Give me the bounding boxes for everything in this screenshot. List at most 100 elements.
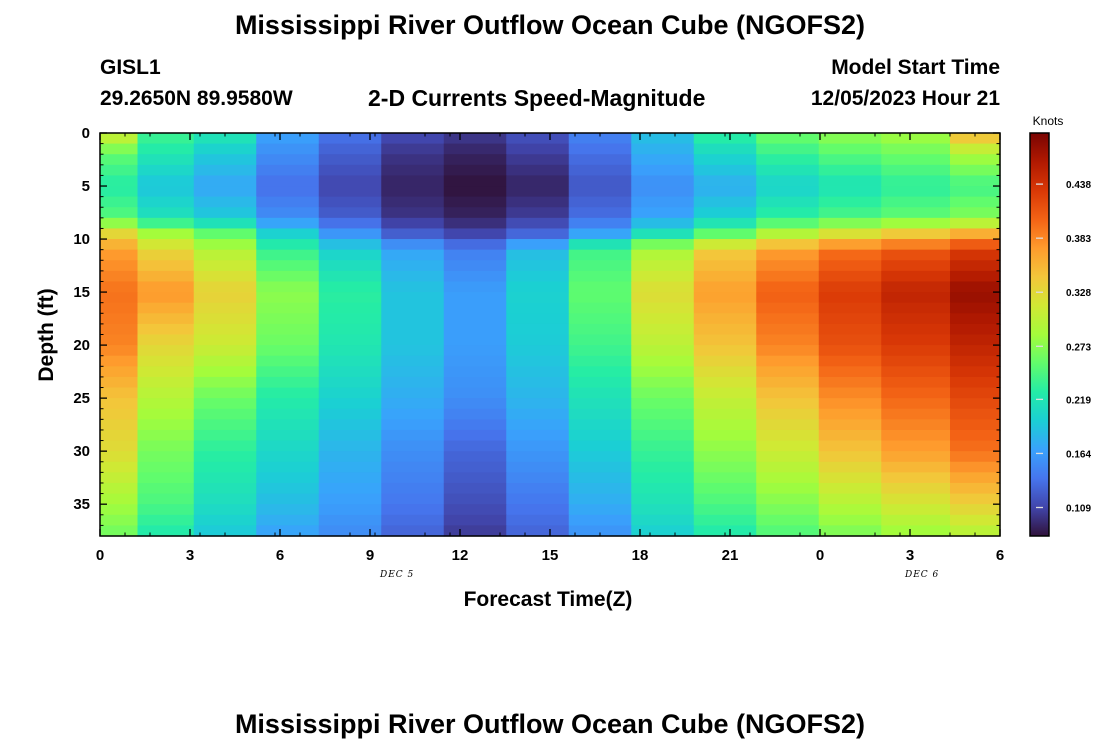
heat-cell <box>881 175 951 187</box>
heat-cell <box>881 440 951 452</box>
heat-cell <box>137 323 195 336</box>
heat-cell <box>756 313 820 325</box>
heat-cell <box>137 270 195 283</box>
heat-cell <box>568 334 632 346</box>
heat-cell <box>100 429 139 442</box>
heat-cell <box>256 429 320 442</box>
heat-cell <box>381 408 445 420</box>
heat-cell <box>193 504 257 516</box>
heat-cell <box>756 387 820 399</box>
heat-cell <box>568 493 632 505</box>
heat-cell <box>193 323 257 336</box>
heat-cell <box>881 398 951 410</box>
heat-cell <box>100 482 139 495</box>
heat-cell <box>137 292 195 304</box>
heat-cell <box>818 302 882 314</box>
heat-cell <box>881 408 951 420</box>
heat-cell <box>381 472 445 484</box>
heat-cell <box>631 514 695 526</box>
heat-cell <box>443 345 507 357</box>
heat-cell <box>137 196 195 208</box>
heat-cell <box>693 355 757 367</box>
heat-cell <box>193 260 257 272</box>
heat-cell <box>631 313 695 325</box>
heat-cell <box>950 514 1001 526</box>
heat-cell <box>256 525 320 537</box>
x-tick-label: 6 <box>276 547 284 564</box>
heat-cell <box>693 196 757 208</box>
heat-cell <box>631 525 695 537</box>
heat-cell <box>381 345 445 357</box>
heat-cell <box>881 228 951 240</box>
heat-cell <box>631 133 695 145</box>
heat-cell <box>256 143 320 155</box>
heat-cell <box>506 408 570 420</box>
heat-cell <box>256 408 320 420</box>
heat-cell <box>950 323 1001 336</box>
heat-cell <box>568 504 632 516</box>
heat-cell <box>256 345 320 357</box>
heat-cell <box>631 376 695 389</box>
heat-cell <box>193 376 257 389</box>
heat-cell <box>693 292 757 304</box>
heat-cell <box>256 196 320 208</box>
heat-cell <box>256 376 320 389</box>
heat-cell <box>193 334 257 346</box>
heat-cell <box>631 270 695 283</box>
heat-cell <box>100 525 139 537</box>
heat-cell <box>950 313 1001 325</box>
heat-cell <box>631 217 695 230</box>
heat-cell <box>881 493 951 505</box>
heat-cell <box>756 228 820 240</box>
heat-cell <box>137 472 195 484</box>
heat-cell <box>137 175 195 187</box>
heat-cell <box>100 493 139 505</box>
heat-cell <box>256 440 320 452</box>
heat-cell <box>693 207 757 219</box>
heat-cell <box>950 355 1001 367</box>
heat-cell <box>506 228 570 240</box>
heat-cell <box>137 164 195 177</box>
colorbar-tick-label: 0.109 <box>1066 503 1091 514</box>
heat-cell <box>568 228 632 240</box>
heat-cell <box>950 133 1001 145</box>
heat-cell <box>318 451 382 463</box>
heat-cell <box>193 270 257 283</box>
date-label: DEC 5 <box>380 570 415 580</box>
y-tick-label: 25 <box>73 390 90 407</box>
heat-cell <box>100 376 139 389</box>
heat-cell <box>256 366 320 378</box>
heat-cell <box>693 164 757 177</box>
x-tick-label: 21 <box>722 547 739 564</box>
heat-cell <box>818 260 882 272</box>
heat-cell <box>137 207 195 219</box>
y-axis-label: Depth (ft) <box>35 288 58 381</box>
heat-cell <box>506 334 570 346</box>
heat-cell <box>443 355 507 367</box>
heat-cell <box>756 429 820 442</box>
heat-cell <box>381 387 445 399</box>
heat-cell <box>100 207 139 219</box>
y-tick-label: 35 <box>73 496 90 513</box>
heat-cell <box>693 461 757 473</box>
heat-cell <box>756 164 820 177</box>
heat-cell <box>100 313 139 325</box>
heat-cell <box>443 525 507 537</box>
heat-cell <box>881 472 951 484</box>
heat-cell <box>756 175 820 187</box>
heat-cell <box>506 133 570 145</box>
heat-cell <box>381 207 445 219</box>
heat-cell <box>193 482 257 495</box>
heat-cell <box>881 504 951 516</box>
heat-cell <box>818 154 882 166</box>
heat-cell <box>100 217 139 230</box>
x-tick-label: 3 <box>186 547 194 564</box>
heat-cell <box>631 334 695 346</box>
heat-cell <box>631 504 695 516</box>
heat-cell <box>881 451 951 463</box>
heat-cell <box>631 249 695 261</box>
heat-cell <box>318 504 382 516</box>
heat-cell <box>443 440 507 452</box>
heat-cell <box>693 440 757 452</box>
heat-cell <box>318 239 382 251</box>
